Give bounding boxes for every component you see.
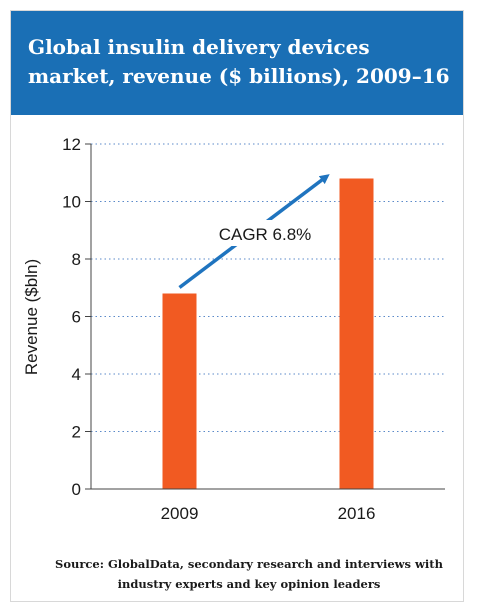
chart-header: Global insulin delivery devices market, … <box>11 11 463 115</box>
x-axis-ticks: 2009 2016 <box>161 504 376 523</box>
y-tick-label: 12 <box>62 135 81 154</box>
y-tick-label: 6 <box>72 308 81 327</box>
x-tick-label: 2009 <box>161 504 199 523</box>
y-axis-label: Revenue ($bln) <box>22 259 41 375</box>
source-note: Source: GlobalData, secondary research a… <box>55 557 443 591</box>
y-tick-label: 10 <box>62 193 81 212</box>
cagr-label: CAGR 6.8% <box>219 225 312 244</box>
bar-2016 <box>339 178 374 489</box>
chart-card: Global insulin delivery devices market, … <box>10 10 464 602</box>
cagr-label-bg <box>207 220 323 246</box>
y-axis-ticks: 0 2 4 6 8 10 12 <box>62 135 91 499</box>
y-tick-label: 0 <box>72 480 81 499</box>
x-tick-label: 2016 <box>338 504 376 523</box>
y-tick-label: 8 <box>72 250 81 269</box>
chart-title: Global insulin delivery devices market, … <box>28 35 450 88</box>
grid-lines <box>91 143 445 432</box>
y-tick-label: 2 <box>72 423 81 442</box>
bar-chart: 0 2 4 6 8 10 12 2009 2016 Revenue ($bln) CAGR 6… <box>22 135 445 523</box>
bar-2009 <box>162 293 197 489</box>
bars <box>162 178 374 489</box>
y-tick-label: 4 <box>72 365 81 384</box>
